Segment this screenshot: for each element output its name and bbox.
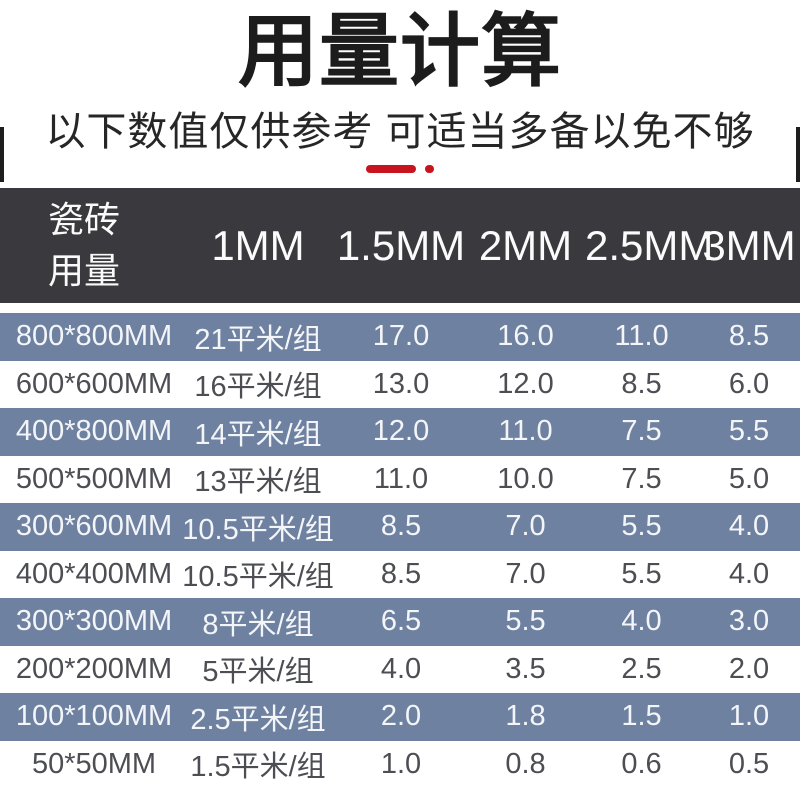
column-header-2-5mm: 2.5MM [585,221,714,269]
usage-cell: 1.5 [621,700,662,733]
table-row: 100*100MM 2.5平米/组 2.0 1.8 1.5 1.0 [0,693,800,741]
usage-cell: 5.5 [505,605,546,638]
usage-cell: 13平米/组 [194,466,322,499]
usage-cell: 0.8 [505,747,546,780]
usage-cell: 11.0 [498,415,553,448]
usage-cell: 2.5 [621,652,662,685]
tile-size-cell: 400*800MM [15,415,173,448]
usage-cell: 17.0 [372,320,430,353]
usage-cell: 11.0 [614,320,669,353]
usage-cell: 8.5 [380,557,422,590]
red-underline-dot [425,165,434,173]
column-header-1-5mm: 1.5MM [336,221,466,269]
corner-header-line2: 用量 [48,249,121,291]
table-row: 50*50MM 1.5平米/组 1.0 0.8 0.6 0.5 [0,740,800,788]
column-header-3mm: 3MM [702,221,796,269]
usage-cell: 4.0 [621,605,662,638]
right-edge-mark [796,127,800,182]
red-underline-bar [366,165,416,173]
usage-cell: 10.5平米/组 [182,513,334,546]
usage-cell: 5.5 [621,557,662,590]
column-header-1mm: 1MM [211,221,305,269]
usage-cell: 10.0 [497,462,554,495]
page-title: 用量计算 [238,7,562,96]
usage-cell: 4.0 [728,510,770,543]
usage-cell: 8.5 [621,367,662,400]
usage-cell: 3.0 [728,605,770,638]
usage-cell: 4.0 [380,652,422,685]
column-header-2mm: 2MM [478,221,573,269]
usage-cell: 7.5 [621,415,662,448]
usage-cell: 8平米/组 [202,608,314,641]
tile-size-cell: 500*500MM [15,462,173,495]
usage-cell: 6.5 [380,605,422,638]
table-row: 300*300MM 8平米/组 6.5 5.5 4.0 3.0 [0,598,800,646]
usage-cell: 8.5 [380,510,422,543]
usage-cell: 4.0 [728,557,770,590]
tile-size-cell: 600*600MM [15,367,173,400]
table-row: 600*600MM 16平米/组 13.0 12.0 8.5 6.0 [0,360,800,408]
usage-cell: 16平米/组 [194,371,322,404]
usage-cell: 5.5 [728,415,770,448]
usage-cell: 13.0 [372,367,430,400]
usage-cell: 0.5 [728,747,770,780]
usage-cell: 5.5 [621,510,662,543]
usage-cell: 2.5平米/组 [190,703,326,736]
table-row: 200*200MM 5平米/组 4.0 3.5 2.5 2.0 [0,645,800,693]
table-row: 400*400MM 10.5平米/组 8.5 7.0 5.5 4.0 [0,550,800,598]
table-header: 瓷砖 用量 1MM 1.5MM 2MM 2.5MM 3MM [0,188,800,303]
usage-table: 800*800MM 21平米/组 17.0 16.0 11.0 8.5 600*… [0,313,800,788]
tile-size-cell: 800*800MM [15,320,173,353]
tile-size-cell: 100*100MM [15,700,173,733]
usage-cell: 14平米/组 [194,418,322,451]
red-underline [0,165,800,173]
usage-cell: 10.5平米/组 [182,561,334,594]
usage-cell: 12.0 [497,367,554,400]
usage-cell: 5.0 [728,462,770,495]
usage-cell: 8.5 [728,320,770,353]
usage-cell: 2.0 [380,700,422,733]
tile-size-cell: 200*200MM [15,652,173,685]
usage-cell: 2.0 [728,652,770,685]
usage-cell: 7.5 [621,462,662,495]
tile-size-cell: 50*50MM [31,747,157,780]
corner-header-line1: 瓷砖 [48,199,121,241]
corner-header-tile-usage: 瓷砖 用量 [0,195,180,296]
usage-cell: 1.5平米/组 [190,751,326,784]
usage-cell: 3.5 [505,652,546,685]
tile-size-cell: 400*400MM [15,557,173,590]
usage-cell: 1.8 [505,700,546,733]
usage-cell: 21平米/组 [194,323,322,356]
usage-cell: 11.0 [373,462,429,495]
table-row: 800*800MM 21平米/组 17.0 16.0 11.0 8.5 [0,313,800,361]
tile-size-cell: 300*300MM [15,605,173,638]
table-row: 400*800MM 14平米/组 12.0 11.0 7.5 5.5 [0,408,800,456]
usage-cell: 1.0 [380,747,422,780]
usage-cell: 6.0 [728,367,770,400]
disclaimer-text: 以下数值仅供参考 可适当多备以免不够 [45,110,755,154]
usage-cell: 1.0 [728,700,770,733]
usage-cell: 16.0 [497,320,554,353]
usage-cell: 7.0 [505,557,546,590]
table-row: 500*500MM 13平米/组 11.0 10.0 7.5 5.0 [0,455,800,503]
usage-cell: 7.0 [505,510,546,543]
usage-cell: 12.0 [372,415,430,448]
left-edge-mark [0,127,4,182]
tile-size-cell: 300*600MM [15,510,173,543]
usage-cell: 0.6 [621,747,662,780]
table-row: 300*600MM 10.5平米/组 8.5 7.0 5.5 4.0 [0,503,800,551]
usage-cell: 5平米/组 [202,656,314,689]
